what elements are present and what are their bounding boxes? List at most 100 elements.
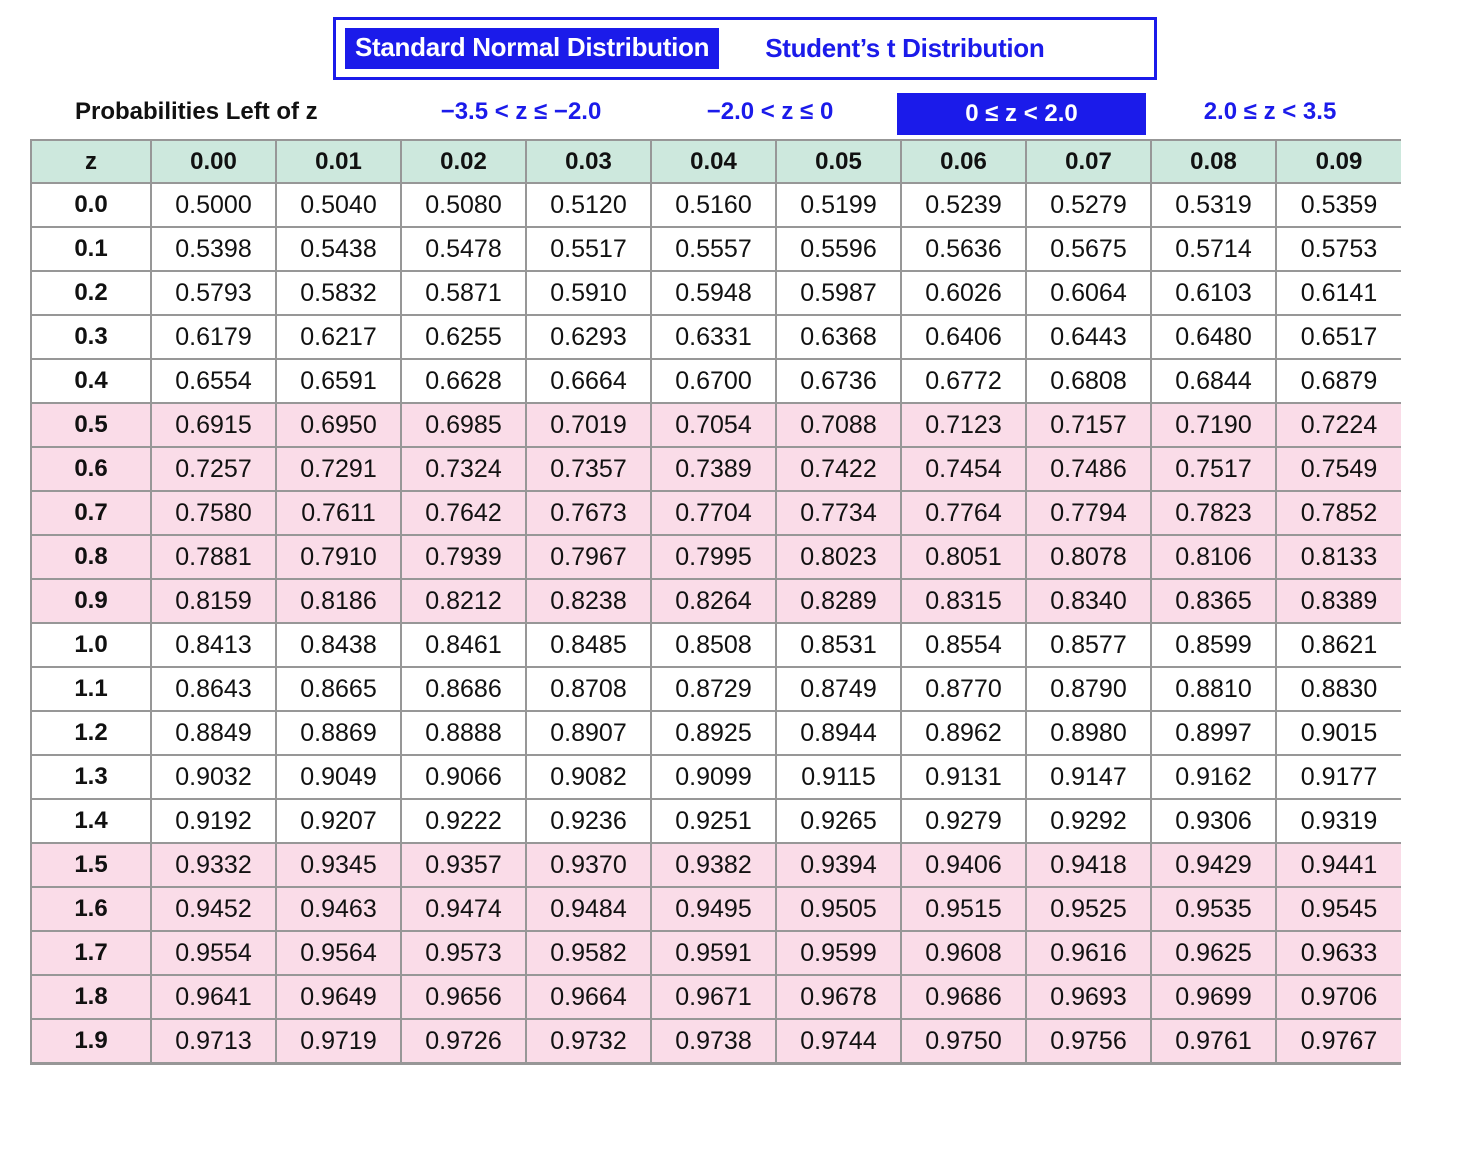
prob-cell-1.9-0.02: 0.9726 [400, 1018, 527, 1065]
prob-cell-0.7-0.01: 0.7611 [275, 490, 402, 536]
prob-cell-1.4-0.05: 0.9265 [775, 798, 902, 844]
probabilities-left-of-z-label: Probabilities Left of z [75, 98, 318, 125]
prob-cell-1.8-0.04: 0.9671 [650, 974, 777, 1020]
z-range-option-1[interactable]: −3.5 < z ≤ −2.0 [440, 98, 602, 125]
prob-cell-1.1-0.03: 0.8708 [525, 666, 652, 712]
prob-cell-1.5-0.08: 0.9429 [1150, 842, 1277, 888]
z-range-option-4[interactable]: 2.0 ≤ z < 3.5 [1203, 98, 1337, 125]
prob-cell-1.5-0.04: 0.9382 [650, 842, 777, 888]
prob-cell-0.0-0.07: 0.5279 [1025, 182, 1152, 228]
row-header-z-0.7: 0.7 [30, 490, 152, 536]
prob-cell-0.9-0.00: 0.8159 [150, 578, 277, 624]
prob-cell-0.8-0.07: 0.8078 [1025, 534, 1152, 580]
prob-cell-0.9-0.03: 0.8238 [525, 578, 652, 624]
prob-cell-1.7-0.02: 0.9573 [400, 930, 527, 976]
prob-cell-0.1-0.01: 0.5438 [275, 226, 402, 272]
prob-cell-1.0-0.05: 0.8531 [775, 622, 902, 668]
prob-cell-1.6-0.05: 0.9505 [775, 886, 902, 932]
prob-cell-1.2-0.03: 0.8907 [525, 710, 652, 756]
prob-cell-1.3-0.06: 0.9131 [900, 754, 1027, 800]
prob-cell-0.8-0.06: 0.8051 [900, 534, 1027, 580]
prob-cell-0.0-0.03: 0.5120 [525, 182, 652, 228]
prob-cell-1.2-0.02: 0.8888 [400, 710, 527, 756]
prob-cell-1.3-0.00: 0.9032 [150, 754, 277, 800]
prob-cell-0.3-0.08: 0.6480 [1150, 314, 1277, 360]
tab-student-s-t-distribution[interactable]: Student’s t Distribution [765, 33, 1045, 63]
prob-cell-1.2-0.07: 0.8980 [1025, 710, 1152, 756]
prob-cell-0.4-0.04: 0.6700 [650, 358, 777, 404]
prob-cell-1.8-0.00: 0.9641 [150, 974, 277, 1020]
prob-cell-0.4-0.05: 0.6736 [775, 358, 902, 404]
row-header-z-1.4: 1.4 [30, 798, 152, 844]
prob-cell-1.1-0.09: 0.8830 [1275, 666, 1401, 712]
prob-cell-0.6-0.06: 0.7454 [900, 446, 1027, 492]
prob-cell-0.7-0.06: 0.7764 [900, 490, 1027, 536]
prob-cell-0.7-0.02: 0.7642 [400, 490, 527, 536]
prob-cell-1.3-0.03: 0.9082 [525, 754, 652, 800]
prob-cell-1.3-0.02: 0.9066 [400, 754, 527, 800]
prob-cell-1.8-0.08: 0.9699 [1150, 974, 1277, 1020]
prob-cell-1.2-0.09: 0.9015 [1275, 710, 1401, 756]
prob-cell-0.5-0.08: 0.7190 [1150, 402, 1277, 448]
prob-cell-1.5-0.00: 0.9332 [150, 842, 277, 888]
row-header-z-1.7: 1.7 [30, 930, 152, 976]
prob-cell-1.8-0.09: 0.9706 [1275, 974, 1401, 1020]
row-header-z-1.1: 1.1 [30, 666, 152, 712]
prob-cell-0.1-0.07: 0.5675 [1025, 226, 1152, 272]
tab-standard-normal-distribution[interactable]: Standard Normal Distribution [345, 28, 720, 69]
prob-cell-1.2-0.00: 0.8849 [150, 710, 277, 756]
prob-cell-1.6-0.02: 0.9474 [400, 886, 527, 932]
prob-cell-1.3-0.09: 0.9177 [1275, 754, 1401, 800]
row-header-z-0.2: 0.2 [30, 270, 152, 316]
prob-cell-1.1-0.07: 0.8790 [1025, 666, 1152, 712]
prob-cell-0.9-0.04: 0.8264 [650, 578, 777, 624]
prob-cell-0.8-0.02: 0.7939 [400, 534, 527, 580]
prob-cell-0.8-0.04: 0.7995 [650, 534, 777, 580]
prob-cell-1.1-0.04: 0.8729 [650, 666, 777, 712]
prob-cell-0.3-0.05: 0.6368 [775, 314, 902, 360]
table-row-z-1.3: 1.3 0.9032 0.9049 0.9066 0.9082 0.9099 0.9115 0… [30, 754, 1401, 800]
prob-cell-0.4-0.00: 0.6554 [150, 358, 277, 404]
row-header-z-1.5: 1.5 [30, 842, 152, 888]
prob-cell-1.9-0.01: 0.9719 [275, 1018, 402, 1065]
table-row-z-0.0: 0.0 0.5000 0.5040 0.5080 0.5120 0.5160 0.5199 0… [30, 182, 1401, 228]
col-header-0.04: 0.04 [650, 139, 777, 184]
prob-cell-1.6-0.00: 0.9452 [150, 886, 277, 932]
prob-cell-1.6-0.01: 0.9463 [275, 886, 402, 932]
prob-cell-0.6-0.03: 0.7357 [525, 446, 652, 492]
prob-cell-0.9-0.06: 0.8315 [900, 578, 1027, 624]
z-range-option-2[interactable]: −2.0 < z ≤ 0 [706, 98, 834, 125]
prob-cell-0.5-0.02: 0.6985 [400, 402, 527, 448]
col-header-0.05: 0.05 [775, 139, 902, 184]
z-range-option-3[interactable]: 0 ≤ z < 2.0 [897, 93, 1146, 135]
prob-cell-0.0-0.00: 0.5000 [150, 182, 277, 228]
prob-cell-1.8-0.02: 0.9656 [400, 974, 527, 1020]
prob-cell-0.0-0.01: 0.5040 [275, 182, 402, 228]
prob-cell-0.9-0.02: 0.8212 [400, 578, 527, 624]
prob-cell-1.3-0.08: 0.9162 [1150, 754, 1277, 800]
prob-cell-1.7-0.08: 0.9625 [1150, 930, 1277, 976]
prob-cell-0.4-0.03: 0.6664 [525, 358, 652, 404]
prob-cell-0.0-0.02: 0.5080 [400, 182, 527, 228]
prob-cell-0.9-0.08: 0.8365 [1150, 578, 1277, 624]
row-header-z-0.4: 0.4 [30, 358, 152, 404]
prob-cell-0.2-0.06: 0.6026 [900, 270, 1027, 316]
prob-cell-0.5-0.01: 0.6950 [275, 402, 402, 448]
col-header-0.00: 0.00 [150, 139, 277, 184]
prob-cell-0.7-0.08: 0.7823 [1150, 490, 1277, 536]
prob-cell-1.3-0.04: 0.9099 [650, 754, 777, 800]
prob-cell-1.4-0.06: 0.9279 [900, 798, 1027, 844]
prob-cell-1.9-0.09: 0.9767 [1275, 1018, 1401, 1065]
prob-cell-0.6-0.08: 0.7517 [1150, 446, 1277, 492]
table-row-z-0.3: 0.3 0.6179 0.6217 0.6255 0.6293 0.6331 0.6368 0… [30, 314, 1401, 360]
prob-cell-1.7-0.03: 0.9582 [525, 930, 652, 976]
prob-cell-1.7-0.06: 0.9608 [900, 930, 1027, 976]
row-header-z-0.9: 0.9 [30, 578, 152, 624]
prob-cell-0.6-0.02: 0.7324 [400, 446, 527, 492]
table-row-z-0.4: 0.4 0.6554 0.6591 0.6628 0.6664 0.6700 0.6736 0… [30, 358, 1401, 404]
col-header-0.02: 0.02 [400, 139, 527, 184]
prob-cell-0.9-0.05: 0.8289 [775, 578, 902, 624]
prob-cell-1.2-0.06: 0.8962 [900, 710, 1027, 756]
col-header-0.01: 0.01 [275, 139, 402, 184]
prob-cell-0.3-0.07: 0.6443 [1025, 314, 1152, 360]
